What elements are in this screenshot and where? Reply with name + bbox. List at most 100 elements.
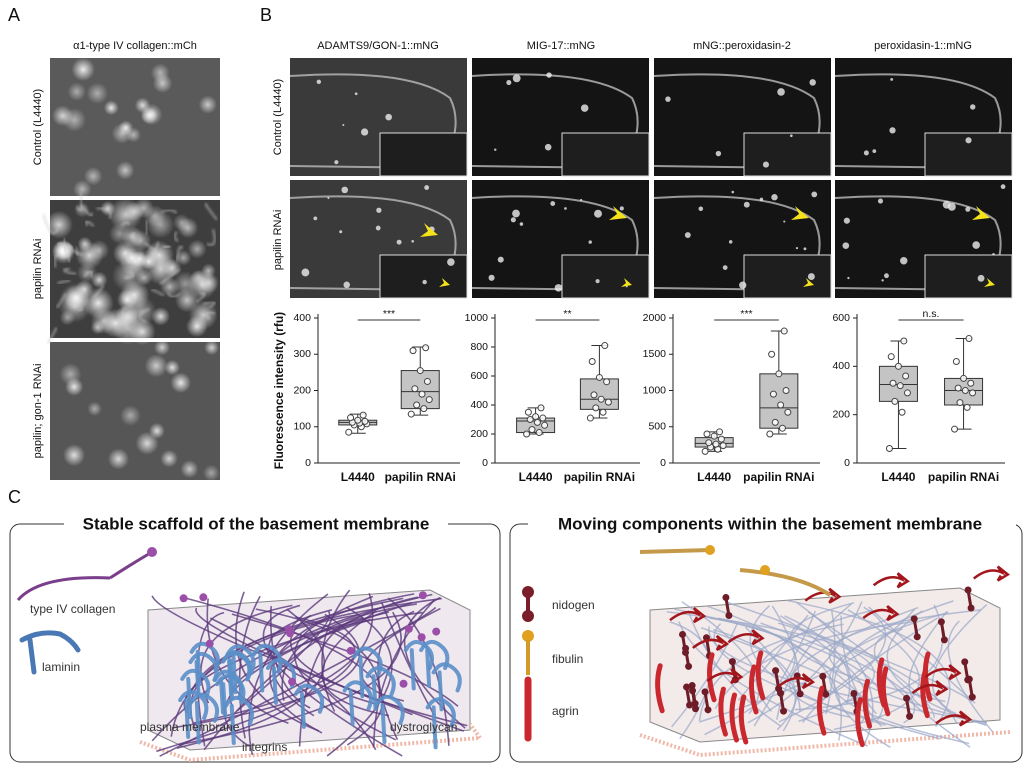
blob [120, 405, 141, 426]
blob [108, 222, 131, 245]
data-point [954, 384, 962, 392]
bm-fiber [779, 615, 870, 729]
nidogen [704, 706, 712, 714]
box [400, 370, 440, 410]
blob [198, 95, 218, 114]
puncta [877, 198, 884, 204]
puncta [977, 274, 985, 282]
x-tick-label: L4440 [881, 470, 915, 484]
puncta [301, 268, 310, 277]
puncta [580, 198, 583, 202]
puncta [684, 232, 691, 239]
arrowhead [609, 206, 627, 220]
plasma-membrane [139, 722, 484, 763]
data-point [409, 347, 417, 355]
fibulin [760, 565, 770, 575]
nidogen [903, 694, 911, 702]
schematic-label: dystroglycan [390, 720, 457, 734]
puncta [424, 185, 430, 190]
arrowhead [791, 206, 809, 220]
collagen-node [346, 646, 355, 655]
arrowhead [972, 206, 990, 220]
data-point [777, 401, 785, 409]
data-point [969, 389, 977, 397]
y-tick-label: 600 [832, 312, 850, 324]
puncta [795, 246, 799, 250]
data-point [603, 378, 611, 386]
fiber [92, 284, 105, 299]
motion-arrow [872, 572, 910, 589]
x-tick-label: papilin RNAi [743, 470, 814, 484]
data-point [526, 416, 534, 423]
fiber [74, 246, 79, 256]
blob [140, 103, 163, 126]
bm-fiber [714, 621, 915, 710]
blob [63, 284, 90, 311]
laminin [180, 668, 211, 720]
fiber [75, 191, 83, 211]
collagen-fiber [380, 602, 435, 716]
blob [90, 271, 108, 289]
data-point [423, 377, 431, 385]
puncta [506, 80, 512, 86]
nidogen [937, 618, 945, 626]
puncta [739, 281, 747, 289]
arrowhead [420, 223, 438, 237]
data-point [597, 395, 605, 403]
laminin [419, 639, 450, 688]
puncta [510, 217, 516, 223]
blob [135, 431, 159, 455]
fiber [144, 242, 156, 252]
data-point [768, 350, 776, 358]
bm-fiber [778, 606, 887, 723]
nidogen [819, 672, 827, 680]
agrin [729, 692, 740, 743]
puncta [546, 72, 552, 78]
plasma-membrane [639, 730, 1011, 758]
puncta [494, 148, 497, 151]
data-point [541, 421, 549, 429]
blob [172, 271, 198, 297]
y-tick-label: 200 [832, 408, 850, 420]
data-point [963, 403, 971, 411]
puncta [354, 92, 358, 96]
motion-arrow [924, 664, 962, 681]
bm-fiber [753, 610, 816, 727]
inset [561, 132, 650, 177]
data-point [595, 373, 603, 381]
blob [115, 161, 135, 180]
fiber [175, 245, 184, 262]
y-tick-label: 2000 [643, 312, 667, 324]
blob [73, 179, 92, 199]
arrowhead [803, 278, 814, 287]
fiber [159, 268, 181, 285]
laminin [223, 695, 255, 746]
puncta [341, 186, 349, 194]
data-point [523, 430, 531, 438]
agrin [880, 666, 891, 717]
panel-label: A [8, 5, 20, 25]
data-point [778, 424, 786, 432]
data-point [599, 408, 607, 416]
agrin [707, 652, 717, 703]
puncta [807, 273, 815, 281]
fiber [151, 288, 165, 297]
data-point [965, 335, 973, 343]
data-point [601, 342, 609, 350]
data-point [903, 389, 911, 397]
puncta [554, 284, 563, 292]
fiber [83, 270, 94, 278]
fibulin [639, 548, 832, 597]
motion-arrow [692, 634, 730, 652]
blob [135, 269, 153, 286]
data-point [956, 399, 964, 407]
nidogen-icon [522, 610, 534, 622]
nidogen [964, 586, 972, 594]
nidogen [722, 593, 730, 601]
bm-fiber [802, 617, 939, 723]
puncta [519, 222, 524, 226]
puncta [396, 239, 402, 245]
nidogen [683, 683, 691, 691]
fiber [128, 231, 136, 238]
motion-arrow [911, 680, 949, 697]
